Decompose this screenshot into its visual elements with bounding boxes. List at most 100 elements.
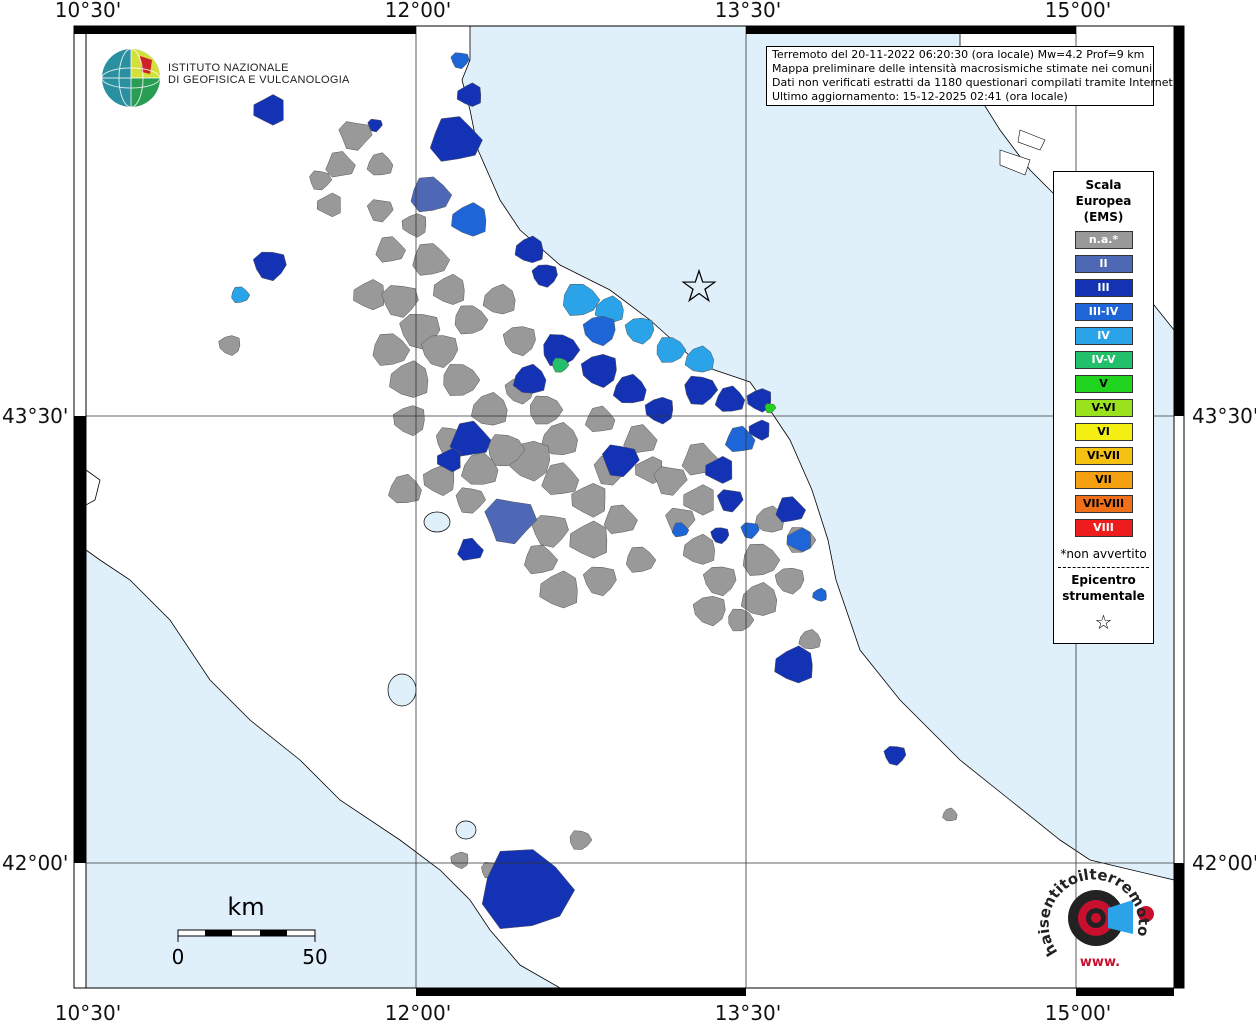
intensity-municipality-III xyxy=(775,496,807,523)
ingv-name: ISTITUTO NAZIONALE DI GEOFISICA E VULCAN… xyxy=(168,62,350,86)
ingv-globe-icon xyxy=(101,48,161,108)
intensity-municipality-III xyxy=(367,118,383,133)
event-info-line: Dati non verificati estratti da 1180 que… xyxy=(772,76,1177,89)
intensity-municipality-III-IV xyxy=(451,202,487,237)
lat-label-left: 42°00' xyxy=(2,851,68,875)
legend-swatch: n.a.* xyxy=(1074,231,1133,249)
intensity-municipality-IV xyxy=(684,345,715,373)
intensity-municipality-III xyxy=(883,746,907,766)
intensity-municipality-III xyxy=(644,396,674,425)
hsit-logo-icon: haisentitoilterremoto.it www. xyxy=(1034,848,1154,970)
intensity-municipality-III xyxy=(601,444,640,478)
na-municipality xyxy=(487,434,526,467)
na-municipality xyxy=(421,335,459,368)
lon-label-bottom: 13°30' xyxy=(715,1001,781,1024)
na-municipality xyxy=(603,504,638,534)
na-municipality xyxy=(774,567,805,595)
lat-label-right: 42°00' xyxy=(1192,851,1256,875)
legend-swatches: n.a.* II III III-IV IV IV-V V V-VI VI VI-VII VII VI… xyxy=(1054,231,1153,537)
lon-label-bottom: 10°30' xyxy=(55,1001,121,1024)
legend-title-line: Europea xyxy=(1075,194,1132,208)
na-municipality xyxy=(531,515,569,548)
intensity-municipality-II xyxy=(484,498,538,545)
ingv-name-line2: DI GEOFISICA E VULCANOLOGIA xyxy=(168,74,350,86)
na-municipality xyxy=(388,473,422,504)
intensity-municipality-III-IV xyxy=(450,52,470,69)
lon-label-top: 12°00' xyxy=(385,0,451,22)
na-municipality xyxy=(798,629,821,650)
lon-label-bottom: 12°00' xyxy=(385,1001,451,1024)
intensity-municipality-III xyxy=(543,334,581,366)
intensity-municipality-III-IV xyxy=(671,522,690,538)
intensity-municipality-III xyxy=(531,264,558,288)
intensity-municipality-III xyxy=(252,251,287,282)
legend-title-line: (EMS) xyxy=(1083,210,1124,224)
na-municipality xyxy=(740,582,778,616)
island xyxy=(1017,129,1046,151)
legend-swatch: VII xyxy=(1074,471,1133,489)
intensity-zones xyxy=(231,52,907,929)
intensity-municipality-III xyxy=(714,385,746,412)
legend-swatch: III-IV xyxy=(1074,303,1133,321)
na-municipality xyxy=(742,543,781,576)
na-zones xyxy=(218,121,958,879)
intensity-municipality-V xyxy=(764,403,777,414)
legend-swatch: III xyxy=(1074,279,1133,297)
intensity-municipality-IV xyxy=(624,317,655,345)
intensity-municipality-IV xyxy=(563,283,601,316)
intensity-municipality-III-IV xyxy=(582,315,616,347)
event-info-line: Ultimo aggiornamento: 15-12-2025 02:41 (… xyxy=(772,90,1068,103)
na-municipality xyxy=(338,121,373,151)
na-municipality xyxy=(375,236,406,263)
lon-label-top: 15°00' xyxy=(1045,0,1111,22)
intensity-municipality-II xyxy=(410,176,453,213)
legend-epicenter-line: strumentale xyxy=(1062,589,1145,603)
intensity-municipality-III xyxy=(580,354,617,388)
ingv-name-line1: ISTITUTO NAZIONALE xyxy=(168,62,289,74)
na-municipality xyxy=(366,199,394,223)
legend-swatch: II xyxy=(1074,255,1133,273)
na-municipality xyxy=(392,405,425,437)
lon-label-top: 10°30' xyxy=(55,0,121,22)
intensity-municipality-III-IV xyxy=(740,522,760,539)
intensity-municipality-III xyxy=(512,363,547,394)
na-municipality xyxy=(541,462,580,495)
na-municipality xyxy=(682,533,715,565)
intensity-municipality-III-IV xyxy=(786,527,811,552)
legend-separator xyxy=(1058,567,1149,568)
lon-label-top: 13°30' xyxy=(715,0,781,22)
legend-title: Scala Europea (EMS) xyxy=(1054,177,1153,225)
na-municipality xyxy=(623,424,658,454)
intensity-municipality-IV xyxy=(594,295,624,323)
hsit-logo-www: www. xyxy=(1080,955,1120,970)
intensity-municipality-III xyxy=(748,419,770,441)
island xyxy=(999,149,1031,176)
intensity-municipality-III xyxy=(253,94,284,126)
epicenter-star-icon: ☆ xyxy=(678,259,719,313)
intensity-municipality-III xyxy=(481,849,576,929)
intensity-municipality-IV-V xyxy=(552,357,570,373)
intensity-municipality-III xyxy=(514,235,544,263)
na-municipality xyxy=(569,830,593,850)
na-municipality xyxy=(529,395,564,425)
lon-label-bottom: 15°00' xyxy=(1045,1001,1111,1024)
intensity-municipality-IV xyxy=(231,286,251,303)
event-info-line: Mappa preliminare delle intensità macros… xyxy=(772,62,1153,75)
na-municipality xyxy=(540,422,578,456)
legend-title-line: Scala xyxy=(1085,178,1122,192)
na-municipality xyxy=(582,566,617,597)
event-info-line: Terremoto del 20-11-2022 06:20:30 (ora l… xyxy=(772,48,1145,61)
na-municipality xyxy=(316,192,341,218)
intensity-municipality-III xyxy=(449,420,492,457)
na-municipality xyxy=(584,405,616,432)
na-municipality xyxy=(433,273,465,305)
lake-bolsena xyxy=(387,673,417,707)
na-municipality xyxy=(372,333,411,366)
na-municipality xyxy=(325,151,356,178)
na-municipality xyxy=(450,851,469,870)
na-municipality xyxy=(524,544,559,575)
lat-label-right: 43°30' xyxy=(1192,404,1256,428)
na-municipality xyxy=(412,243,451,276)
na-municipality xyxy=(389,360,429,398)
